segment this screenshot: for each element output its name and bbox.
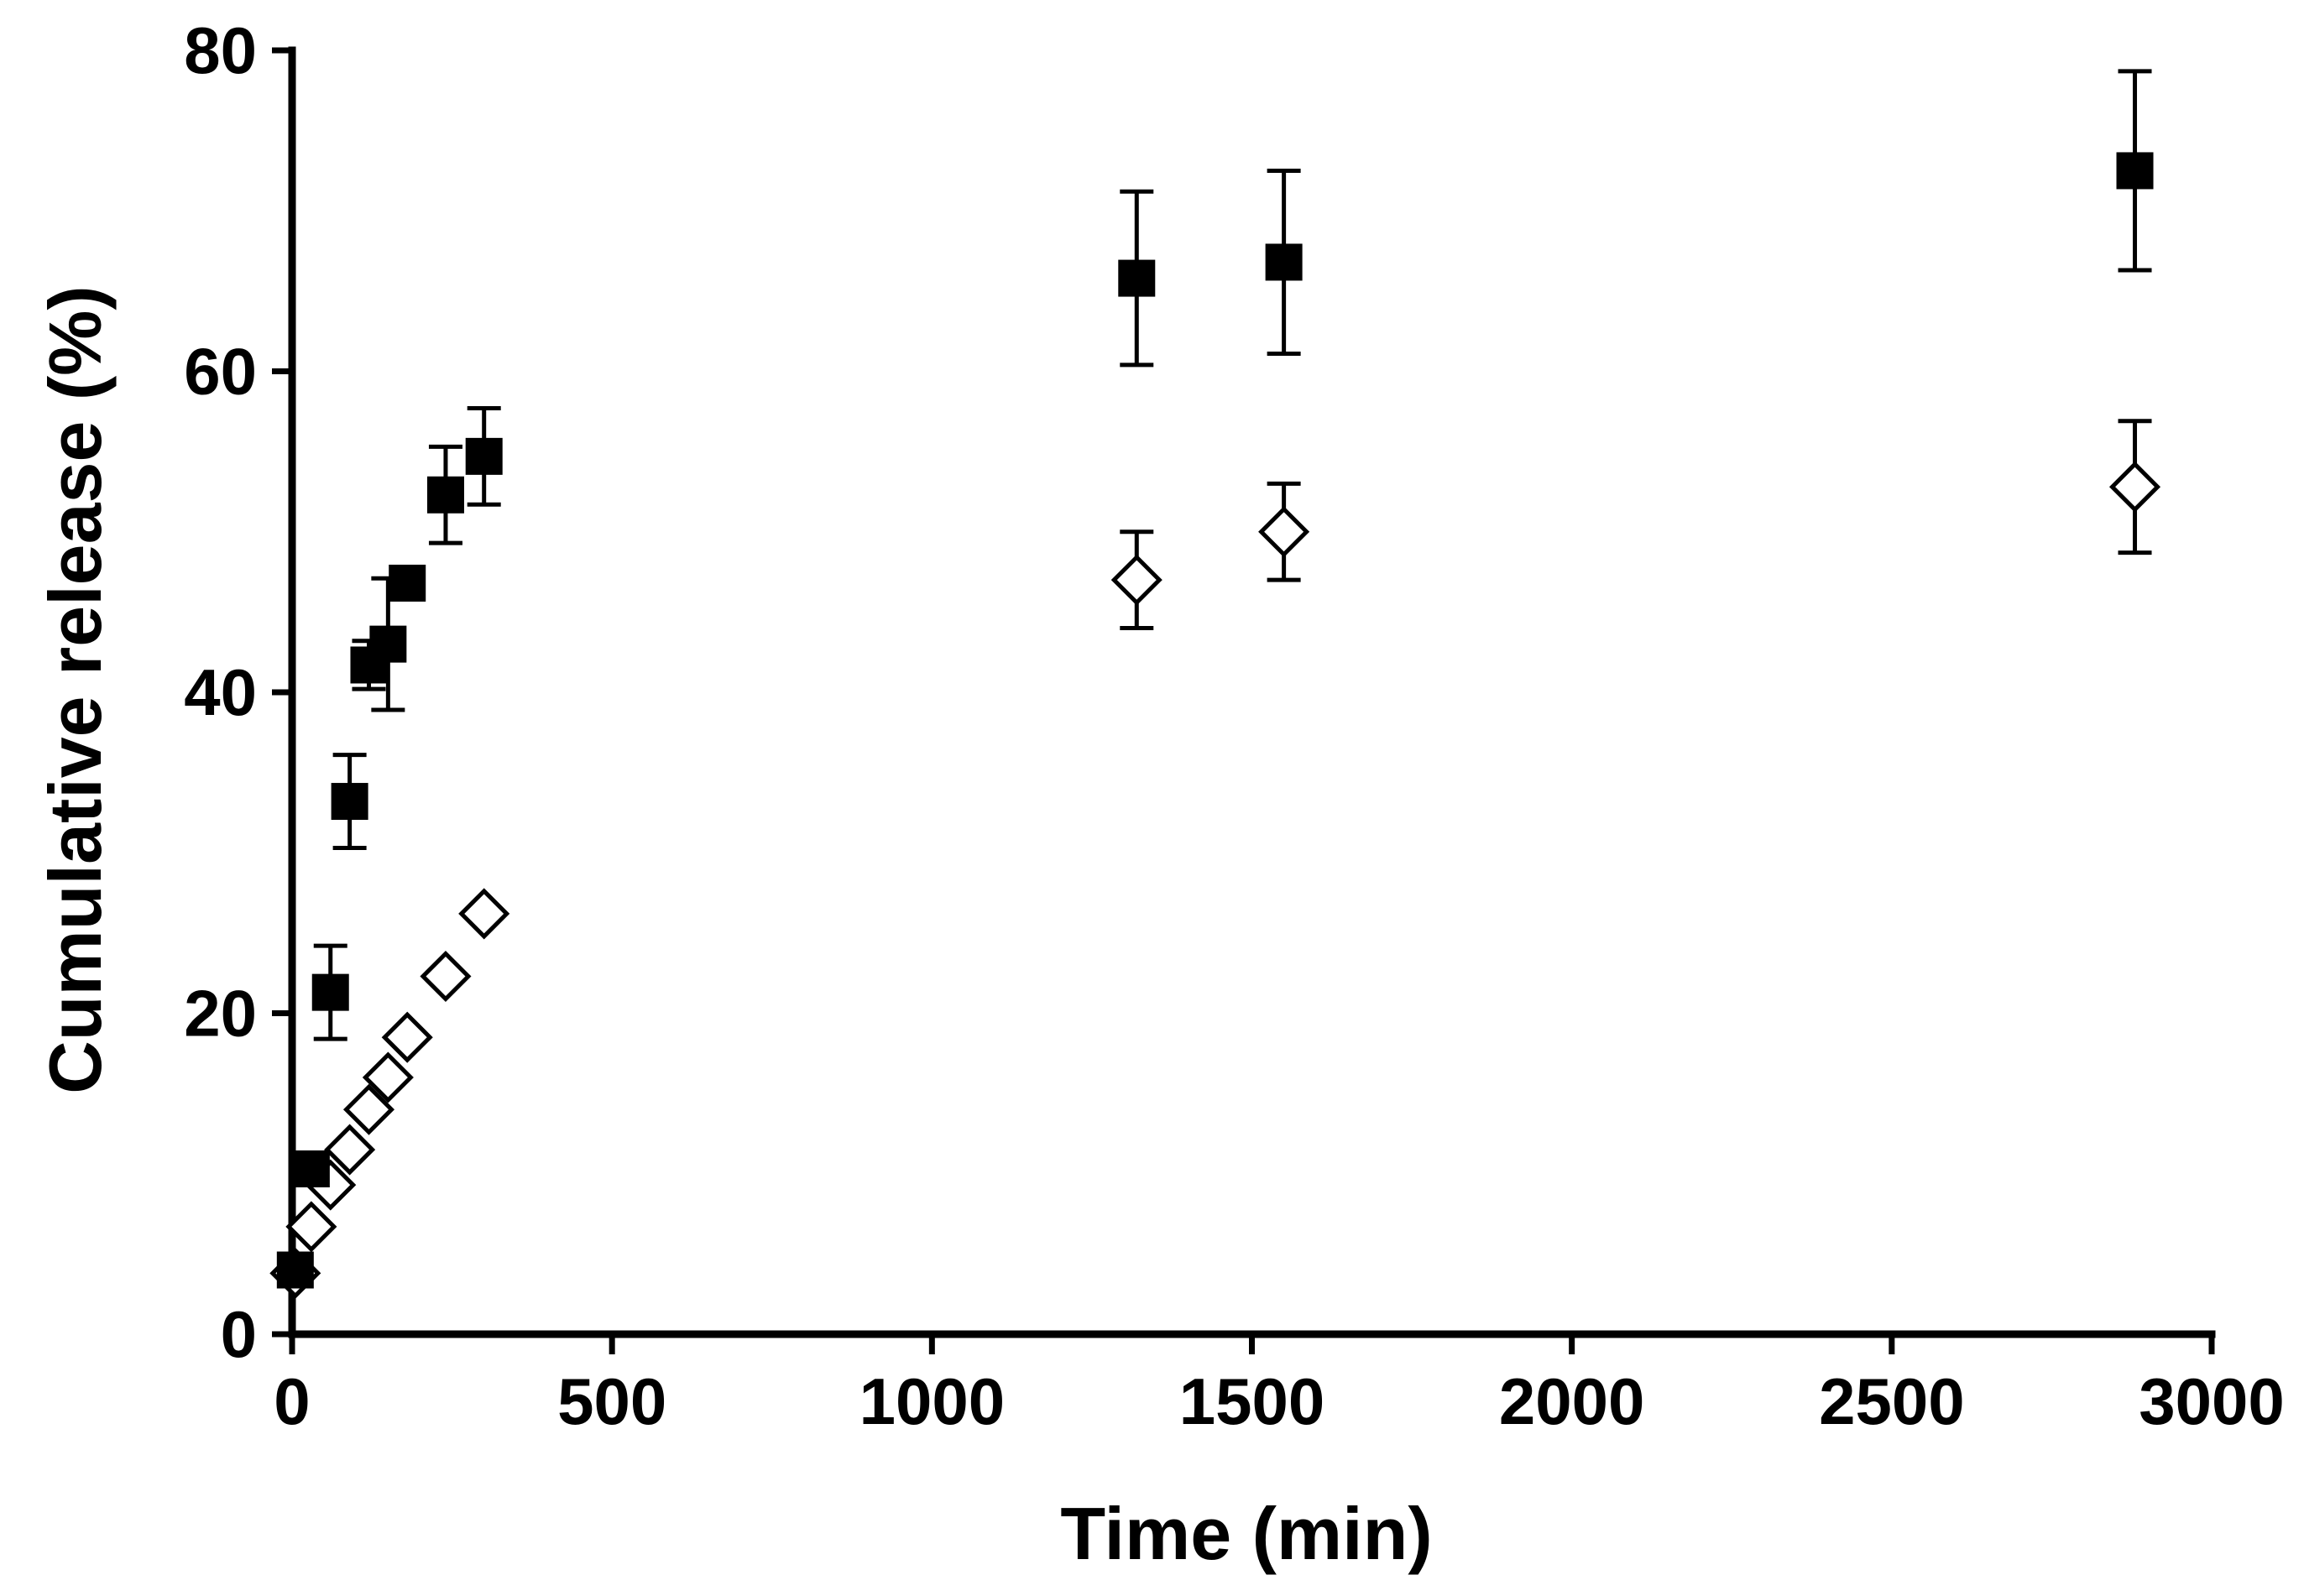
data-point-square [292, 1150, 330, 1188]
data-point-diamond [324, 1124, 376, 1176]
axes [288, 46, 2216, 1338]
y-axis-title: Cumulative release (%) [34, 285, 117, 1094]
data-point-square [331, 783, 368, 821]
x-axis-title: Time (min) [1060, 1492, 1432, 1575]
x-tick-label: 1000 [859, 1364, 1006, 1438]
data-point-square [276, 1251, 314, 1289]
y-tick-label: 60 [184, 335, 257, 409]
data-point-square [1118, 259, 1156, 297]
x-tick-label: 2000 [1499, 1364, 1645, 1438]
data-point-diamond [420, 950, 472, 1003]
data-point-square [1265, 243, 1303, 281]
y-tick-label: 40 [184, 655, 257, 729]
x-tick-label: 1500 [1179, 1364, 1325, 1438]
x-tick-label: 3000 [2139, 1364, 2285, 1438]
y-tick-label: 0 [221, 1297, 257, 1371]
data-point-diamond [285, 1201, 337, 1253]
data-point-square [426, 476, 464, 514]
data-point-diamond [342, 1083, 395, 1135]
data-point-diamond [362, 1051, 414, 1103]
data-point-diamond [381, 1011, 433, 1063]
data-markers [269, 152, 2161, 1299]
x-axis-ticks: 0 500 1000 1500 2000 2500 3000 [274, 1334, 2285, 1438]
data-point-diamond [1110, 554, 1162, 606]
y-axis-ticks: 0 20 40 60 80 [184, 13, 292, 1371]
data-point-square [389, 564, 426, 602]
data-point-diamond [458, 888, 510, 940]
x-tick-label: 500 [557, 1364, 666, 1438]
x-tick-label: 0 [274, 1364, 310, 1438]
y-tick-label: 80 [184, 13, 257, 87]
data-point-square [311, 973, 349, 1011]
error-bars [313, 69, 2152, 1041]
x-tick-label: 2500 [1819, 1364, 1965, 1438]
data-point-square [2116, 152, 2154, 190]
y-tick-label: 20 [184, 977, 257, 1051]
data-point-diamond [2108, 461, 2161, 513]
data-point-diamond [1258, 506, 1310, 558]
data-point-square [465, 437, 503, 475]
data-point-square [369, 625, 407, 663]
